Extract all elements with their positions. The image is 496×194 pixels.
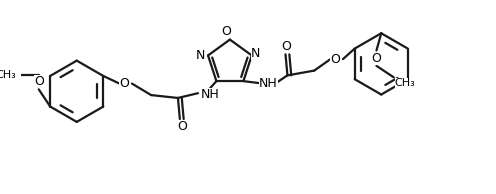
Text: O: O xyxy=(330,53,340,66)
Text: NH: NH xyxy=(259,77,278,90)
Text: O: O xyxy=(221,25,231,38)
Text: O: O xyxy=(34,75,44,88)
Text: O: O xyxy=(282,40,292,53)
Text: O: O xyxy=(177,120,186,133)
Text: N: N xyxy=(196,49,205,62)
Text: CH₃: CH₃ xyxy=(0,70,16,80)
Text: N: N xyxy=(251,47,260,60)
Text: CH₃: CH₃ xyxy=(395,78,416,88)
Text: O: O xyxy=(372,52,381,65)
Text: O: O xyxy=(120,77,129,90)
Text: NH: NH xyxy=(201,88,220,101)
